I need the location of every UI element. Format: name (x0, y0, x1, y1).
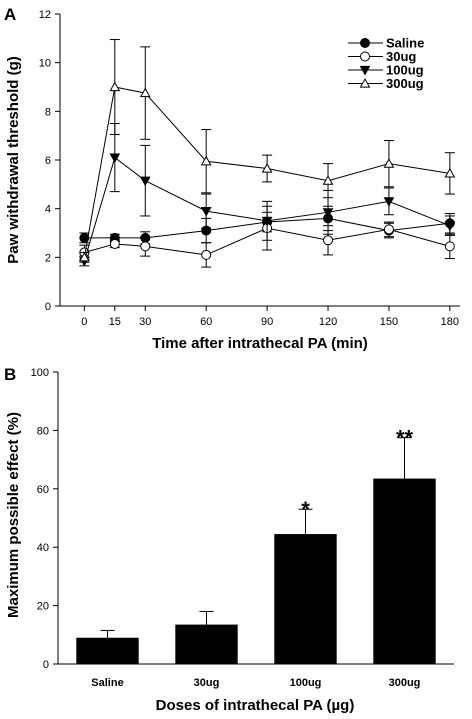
y-tick-label: 2 (45, 252, 51, 264)
data-point (139, 176, 151, 187)
bars-group: Saline 30ug 100ug * 300ug ** (76, 426, 436, 689)
bar (175, 624, 238, 664)
category-label: 30ug (194, 677, 220, 689)
bar-group: 100ug * (274, 497, 337, 689)
x-tick-label: 0 (81, 316, 87, 328)
panel-label-a: A (4, 5, 16, 24)
legend-label: Saline (386, 36, 424, 51)
data-point (383, 197, 395, 207)
series-line (84, 227, 450, 256)
bar-chart-panel: B 0 20 40 60 80 100 Saline 30ug 100ug * 300ug ** D… (4, 365, 454, 714)
data-point (200, 207, 212, 217)
x-tick-label: 150 (380, 316, 398, 328)
data-point (261, 216, 273, 227)
data-point (140, 241, 151, 252)
significance-marker: ** (396, 426, 414, 451)
y-tick-label: 80 (37, 425, 49, 437)
series-line (83, 156, 451, 262)
series-group (79, 39, 456, 268)
bar-group: 300ug ** (373, 426, 436, 689)
x-tick-label: 60 (200, 316, 212, 328)
legend-item: 30ug (348, 49, 416, 64)
data-point (444, 241, 455, 252)
x-tick-label: 90 (261, 316, 273, 328)
y-axis-ticks: 0 20 40 60 80 100 (31, 367, 58, 671)
y-tick-label: 10 (39, 58, 51, 70)
y-axis-label: Maximum possible effect (%) (5, 412, 22, 618)
data-point (444, 221, 456, 232)
line-chart-panel: A 0 2 4 6 8 10 12 0 15 30 60 90 120 150 180 Saline30u… (4, 5, 460, 352)
data-point (200, 155, 212, 166)
x-tick-label: 15 (109, 316, 121, 328)
data-point (261, 162, 273, 173)
series-line (83, 86, 450, 258)
x-tick-label: 180 (441, 316, 459, 328)
data-point (383, 158, 395, 168)
legend-marker (359, 65, 371, 76)
legend-item: 100ug (348, 63, 424, 78)
y-tick-label: 12 (39, 9, 51, 21)
y-tick-label: 0 (45, 301, 51, 313)
legend-marker (360, 51, 370, 62)
y-tick-label: 20 (37, 601, 49, 613)
y-tick-label: 8 (45, 106, 51, 118)
legend-marker (359, 77, 371, 88)
x-axis-label: Time after intrathecal PA (min) (152, 335, 368, 352)
data-point (322, 175, 334, 185)
data-point (79, 232, 90, 243)
bar-group: Saline (76, 629, 139, 689)
y-tick-label: 40 (37, 542, 49, 554)
series-line (84, 217, 450, 239)
bar-group: 30ug (175, 610, 238, 689)
y-tick-label: 100 (31, 367, 49, 379)
data-point (444, 167, 456, 178)
data-point (109, 238, 120, 249)
x-tick-label: 120 (319, 316, 337, 328)
bar (373, 478, 436, 664)
y-axis-ticks: 0 2 4 6 8 10 12 (39, 9, 60, 313)
data-point (109, 81, 121, 92)
x-axis-ticks: 0 15 30 60 90 120 150 180 (81, 306, 459, 328)
data-point (79, 251, 90, 262)
legend-item: 300ug (348, 76, 424, 91)
y-axis-label: Paw withdrawal threshold (g) (5, 56, 22, 264)
data-point (109, 153, 121, 164)
legend-marker (360, 38, 370, 48)
data-point (201, 249, 212, 260)
x-tick-label: 30 (139, 316, 151, 328)
series-300ug (79, 39, 456, 263)
x-axis-label: Doses of intrathecal PA (µg) (156, 697, 355, 714)
data-point (323, 235, 334, 246)
y-tick-label: 4 (45, 204, 51, 216)
y-tick-label: 6 (45, 155, 51, 167)
legend-label: 300ug (386, 76, 424, 91)
y-tick-label: 0 (43, 659, 49, 671)
category-label: Saline (91, 677, 123, 689)
legend-label: 30ug (386, 49, 416, 64)
data-point (322, 208, 334, 218)
bar (76, 637, 139, 664)
legend-label: 100ug (386, 63, 424, 78)
data-point (139, 87, 151, 98)
panel-label-b: B (4, 365, 16, 384)
category-label: 100ug (290, 677, 322, 689)
significance-marker: * (301, 497, 310, 522)
y-tick-label: 60 (37, 484, 49, 496)
legend-item: Saline (348, 36, 424, 51)
bar (274, 534, 337, 664)
data-point (383, 224, 394, 235)
category-label: 300ug (389, 677, 421, 689)
